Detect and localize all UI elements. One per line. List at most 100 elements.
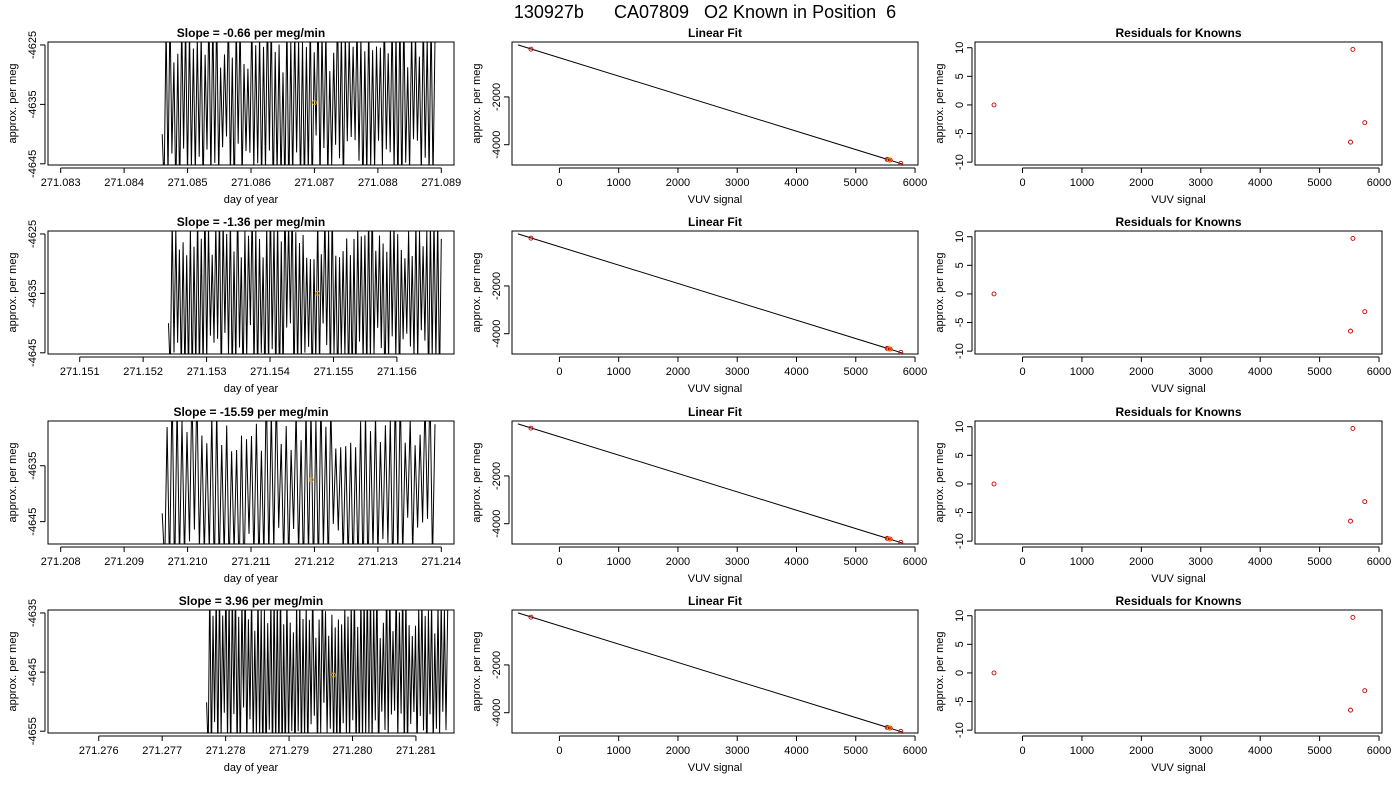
chart-title: Slope = -0.66 per meg/min [177,26,325,40]
chart-panel-5: Linear Fit 0 1000 2000 3000 4000 5000 6000 -4000… [471,215,927,395]
data-point [1362,309,1368,315]
x-tick-label: 271.210 [168,556,208,568]
x-tick-label: 4000 [784,177,808,189]
data-point [991,481,997,487]
x-tick-label: 271.089 [421,177,461,189]
data-point [1362,688,1368,694]
data-point [528,614,534,620]
x-tick-label: 3000 [1189,556,1213,568]
chart-panel-4: Slope = -1.36 per meg/min 271.151 271.152 2… [7,215,455,395]
plot-frame [47,609,455,734]
x-tick-label: 4000 [1248,177,1272,189]
fit-line [517,423,903,544]
y-tick-label: -4000 [491,510,503,538]
y-tick-label: 5 [954,262,966,268]
x-tick-label: 6000 [1367,556,1391,568]
y-tick-label: -5 [954,508,966,518]
x-tick-label: 271.151 [60,366,100,378]
y-tick-label: -4625 [27,220,39,248]
x-tick-label: 5000 [844,745,868,757]
x-axis-label: VUV signal [688,762,742,774]
chart-title: Linear Fit [688,594,742,608]
x-tick-label: 5000 [1307,366,1331,378]
x-tick-label: 0 [1019,177,1025,189]
data-point [1348,328,1353,334]
data-point [1348,707,1353,713]
x-tick-label: 2000 [666,366,690,378]
plot-area [168,231,442,354]
x-tick-label: 271.280 [333,745,373,757]
plot-frame [511,41,919,166]
chart-title: Slope = -1.36 per meg/min [177,215,325,229]
x-tick-label: 1000 [606,556,630,568]
x-tick-label: 5000 [1307,745,1331,757]
x-tick-label: 271.083 [41,177,81,189]
plot-frame [47,230,455,355]
x-axis-label: day of year [224,573,279,585]
highlight-point [330,672,336,678]
chart-title: Residuals for Knowns [1115,215,1241,229]
x-tick-label: 271.276 [79,745,119,757]
highlight-point [308,477,314,483]
chart-panel-7: Slope = -15.59 per meg/min 271.208 271.209… [7,405,461,585]
x-tick-label: 3000 [725,177,749,189]
y-tick-label: -4645 [27,658,39,686]
data-point [528,235,534,241]
plot-area [517,233,904,354]
data-point [991,291,997,297]
x-tick-label: 6000 [903,366,927,378]
y-tick-label: -10 [954,533,966,549]
x-tick-label: 0 [556,177,562,189]
x-tick-label: 3000 [725,745,749,757]
chart-title: Residuals for Knowns [1115,594,1241,608]
y-tick-label: 10 [954,421,966,433]
x-tick-label: 2000 [1129,556,1153,568]
y-tick-label: -4000 [491,131,503,159]
x-tick-label: 0 [1019,556,1025,568]
x-tick-label: 271.212 [295,556,335,568]
x-axis-label: VUV signal [1151,573,1205,585]
x-tick-label: 0 [1019,366,1025,378]
x-tick-label: 0 [556,366,562,378]
plot-area [991,425,1368,524]
data-point [991,102,997,108]
x-tick-label: 271.279 [269,745,309,757]
x-tick-label: 3000 [725,366,749,378]
plot-area [517,44,904,165]
data-point [1350,235,1356,241]
y-tick-label: -10 [954,343,966,359]
fit-line [517,44,903,165]
chart-title: Linear Fit [688,405,742,419]
x-tick-label: 6000 [1367,366,1391,378]
data-trace [161,42,436,165]
plot-frame [47,420,455,545]
x-tick-label: 271.208 [41,556,81,568]
plot-area [991,235,1368,334]
highlight-point [311,100,317,106]
y-tick-label: 5 [954,452,966,458]
y-tick-label: -2000 [491,462,503,490]
chart-title: Slope = -15.59 per meg/min [173,405,328,419]
x-tick-label: 6000 [1367,745,1391,757]
x-tick-label: 5000 [844,556,868,568]
x-tick-label: 271.087 [295,177,335,189]
y-tick-label: -10 [954,722,966,738]
data-point [1350,46,1356,52]
fit-line [517,612,903,733]
data-point [528,425,534,431]
y-axis-label: approx. per meg [471,442,483,522]
plot-frame [974,230,1383,355]
y-tick-label: -4645 [27,508,39,536]
x-tick-label: 1000 [1070,745,1094,757]
y-tick-label: -10 [954,154,966,170]
data-point [898,728,904,733]
y-tick-label: 0 [954,102,966,108]
plot-frame [47,41,455,166]
y-tick-label: -4635 [27,452,39,480]
x-tick-label: 0 [1019,745,1025,757]
highlight-point [886,536,892,542]
y-tick-label: -5 [954,697,966,707]
x-tick-label: 4000 [1248,366,1272,378]
y-axis-label: approx. per meg [7,631,19,711]
